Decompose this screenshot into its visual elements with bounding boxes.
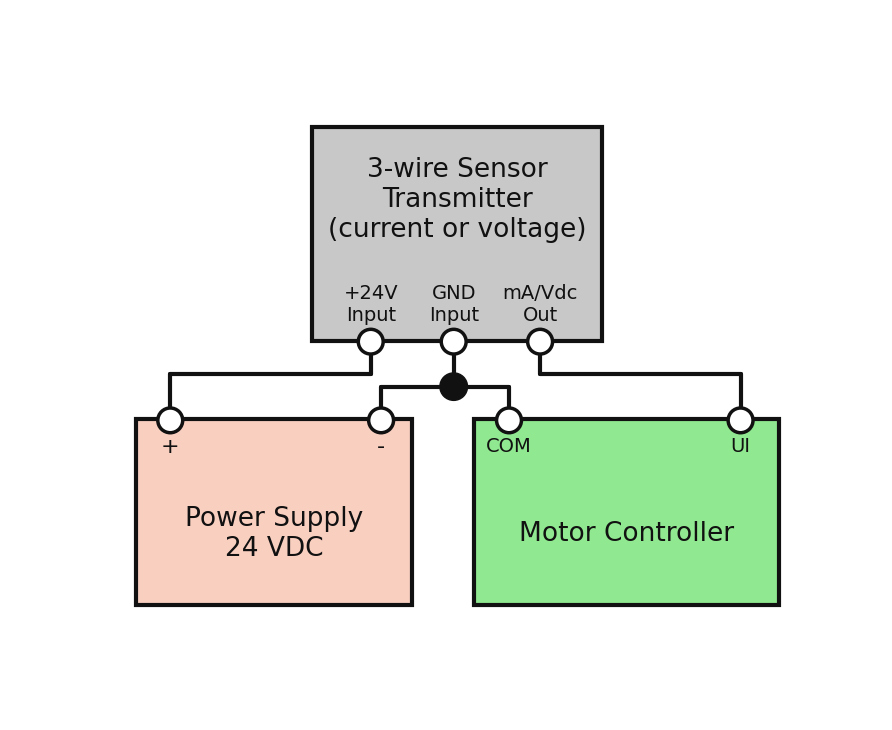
Text: 3-wire Sensor
Transmitter
(current or voltage): 3-wire Sensor Transmitter (current or vo… [328, 157, 586, 243]
Bar [312, 127, 602, 340]
Text: UI: UI [731, 437, 750, 456]
Text: +24V
Input: +24V Input [343, 284, 398, 325]
Text: +: + [161, 437, 179, 457]
Ellipse shape [497, 408, 522, 433]
Ellipse shape [359, 329, 384, 354]
Text: Power Supply
24 VDC: Power Supply 24 VDC [185, 507, 363, 563]
Ellipse shape [728, 408, 753, 433]
Text: GND
Input: GND Input [429, 284, 479, 325]
Ellipse shape [442, 329, 467, 354]
Text: mA/Vdc
Out: mA/Vdc Out [502, 284, 578, 325]
Ellipse shape [440, 373, 467, 400]
Text: -: - [377, 437, 385, 457]
Bar [475, 419, 779, 604]
Ellipse shape [158, 408, 183, 433]
Text: COM: COM [486, 437, 532, 456]
Ellipse shape [528, 329, 552, 354]
Ellipse shape [368, 408, 393, 433]
Text: Motor Controller: Motor Controller [519, 521, 734, 548]
Bar [136, 419, 412, 604]
